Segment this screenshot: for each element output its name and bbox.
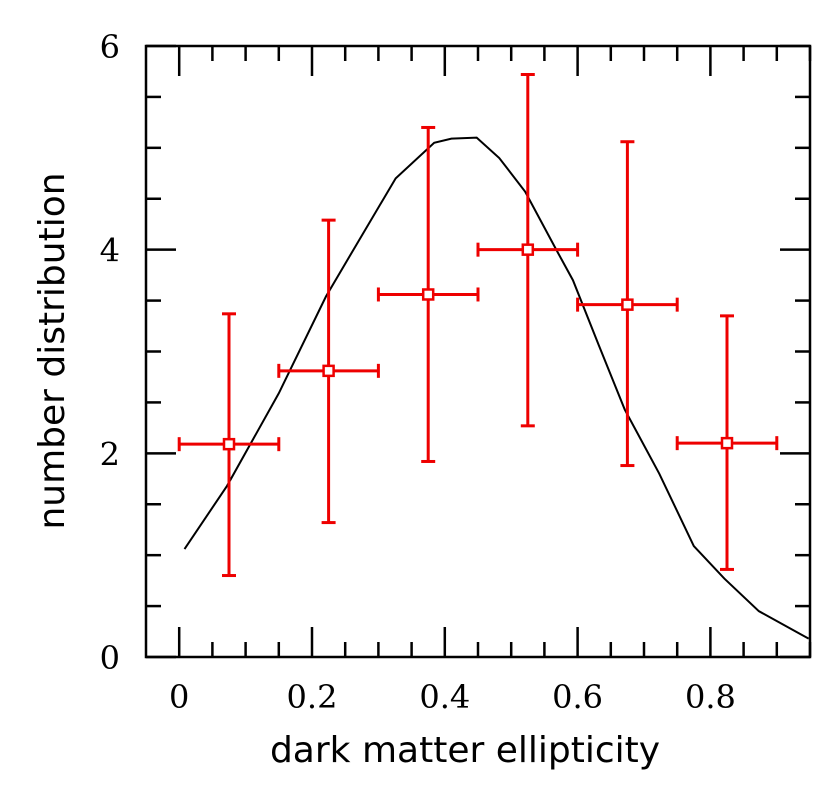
data-point: [177, 312, 281, 578]
data-point: [376, 125, 480, 463]
data-marker: [222, 437, 236, 451]
model-curve: [183, 136, 810, 640]
y-tick-label: 0: [100, 639, 120, 677]
y-tick-label: 4: [100, 232, 120, 270]
plot-frame: [144, 44, 812, 659]
y-tick-label: 2: [100, 435, 120, 473]
x-tick-label: 0.2: [287, 678, 338, 716]
data-point: [675, 314, 779, 571]
data-point: [277, 218, 380, 525]
y-tick-label: 6: [100, 28, 120, 66]
data-marker: [521, 243, 535, 256]
x-axis-label: dark matter ellipticity: [270, 730, 660, 771]
data-marker: [720, 436, 734, 450]
model-line: [183, 136, 810, 640]
y-tick-labels: 0 2 4 6: [100, 28, 120, 677]
data-marker: [322, 364, 335, 378]
y-axis-label: number distribution: [32, 172, 73, 529]
x-tick-label: 0: [169, 678, 189, 716]
data-points: [177, 73, 779, 578]
x-tick-label: 0.8: [685, 678, 736, 716]
data-marker: [421, 288, 435, 301]
data-marker: [621, 298, 634, 311]
x-tick-label: 0.4: [419, 678, 470, 716]
x-tick-labels: 0 0.2 0.4 0.6 0.8: [169, 678, 736, 716]
data-point: [576, 140, 679, 468]
data-point: [476, 73, 580, 428]
x-tick-label: 0.6: [552, 678, 603, 716]
